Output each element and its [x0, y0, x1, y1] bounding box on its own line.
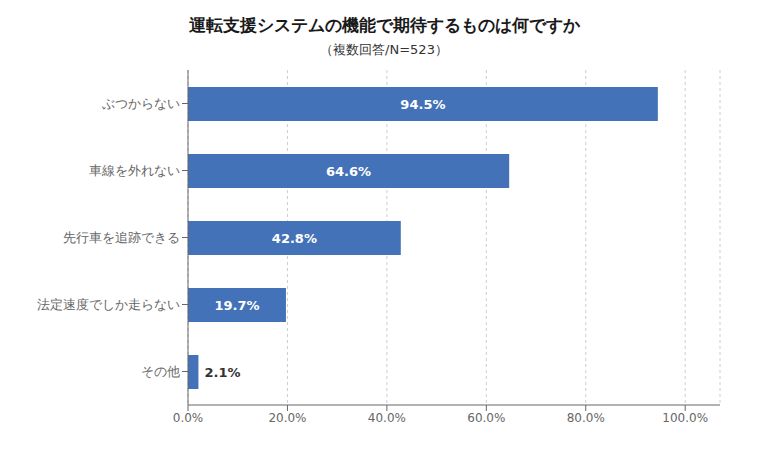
- svg-text:0.0%: 0.0%: [173, 411, 204, 425]
- svg-text:64.6%: 64.6%: [326, 164, 371, 179]
- svg-text:ぶつからない: ぶつからない: [102, 96, 180, 111]
- svg-text:60.0%: 60.0%: [467, 411, 505, 425]
- svg-text:2.1%: 2.1%: [204, 365, 240, 380]
- svg-text:先行車を追跡できる: 先行車を追跡できる: [63, 230, 180, 245]
- svg-text:法定速度でしか走らない: 法定速度でしか走らない: [37, 297, 180, 312]
- svg-text:40.0%: 40.0%: [368, 411, 406, 425]
- svg-text:100.0%: 100.0%: [662, 411, 708, 425]
- svg-text:42.8%: 42.8%: [272, 231, 317, 246]
- html-text:運転支援システムの機能で期待するものは何ですか: 運転支援システムの機能で期待するものは何ですか: [188, 15, 580, 35]
- svg-text:その他: その他: [141, 364, 180, 379]
- svg-text:94.5%: 94.5%: [400, 97, 445, 112]
- svg-text:車線を外れない: 車線を外れない: [89, 163, 180, 178]
- svg-text:80.0%: 80.0%: [567, 411, 605, 425]
- svg-text:19.7%: 19.7%: [214, 298, 259, 313]
- svg-text:20.0%: 20.0%: [268, 411, 306, 425]
- html-text:（複数回答/N=523）: （複数回答/N=523）: [320, 42, 448, 57]
